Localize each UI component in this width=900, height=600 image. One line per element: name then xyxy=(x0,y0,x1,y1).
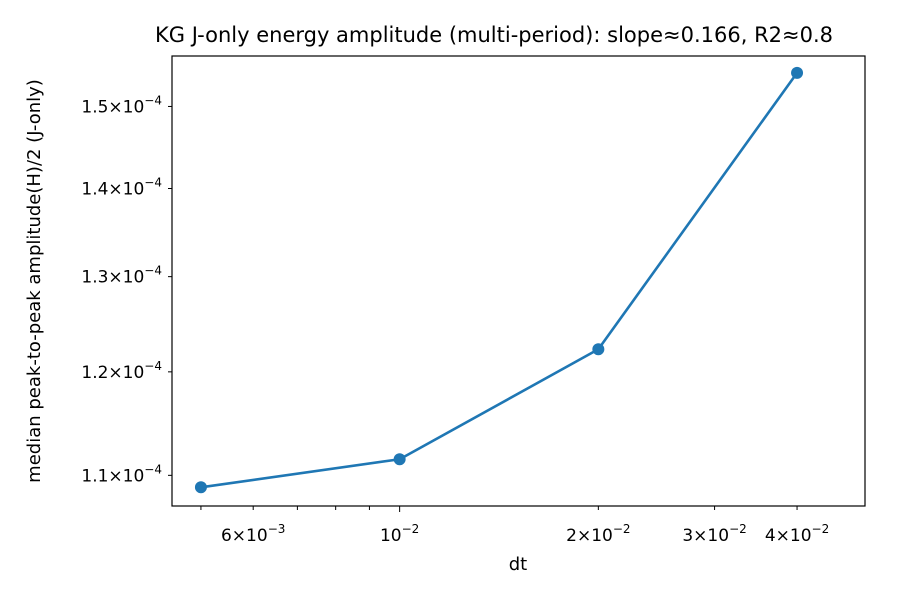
x-axis-label: dt xyxy=(509,554,527,575)
y-tick-label: 1.1×10−4 xyxy=(81,462,162,486)
series-line xyxy=(200,72,799,489)
series-layer xyxy=(194,66,804,494)
y-tick-label: 1.2×10−4 xyxy=(81,359,162,383)
data-point xyxy=(194,481,207,494)
data-point xyxy=(791,66,804,79)
y-tick-label: 1.5×10−4 xyxy=(81,93,162,117)
chart-title: KG J-only energy amplitude (multi-period… xyxy=(155,23,833,47)
x-tick-label: 3×10−2 xyxy=(682,522,746,546)
x-tick-label: 10−2 xyxy=(380,522,419,546)
x-tick-label: 2×10−2 xyxy=(566,522,630,546)
data-point xyxy=(393,453,406,466)
y-axis-ticks: 1.1×10−4 1.2×10−4 1.3×10−4 1.4×10−4 1.5×10−4 xyxy=(81,93,172,486)
x-tick-label: 4×10−2 xyxy=(765,522,829,546)
data-point xyxy=(592,343,605,356)
plot-area xyxy=(172,56,865,506)
x-tick-label: 6×10−3 xyxy=(221,522,285,546)
plot-frame xyxy=(171,55,866,507)
y-tick-label: 1.4×10−4 xyxy=(81,176,162,200)
y-axis-label: median peak-to-peak amplitude(H)/2 (J-on… xyxy=(24,79,45,483)
y-tick-label: 1.3×10−4 xyxy=(81,264,162,288)
x-axis-ticks: 10−2 6×10−3 2×10−2 3×10−2 4×10−2 xyxy=(200,506,829,546)
